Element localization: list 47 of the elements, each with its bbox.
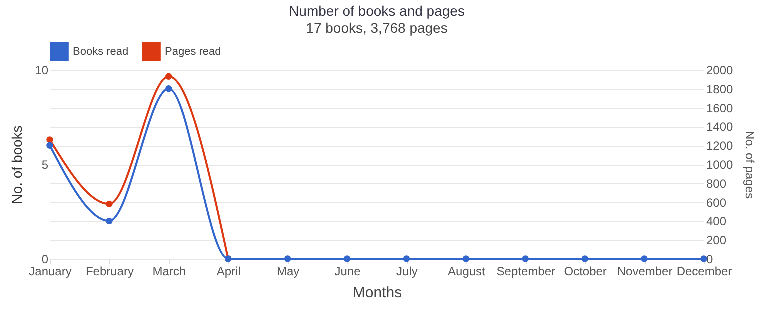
y-axis-title: No. of books (9, 126, 26, 204)
y-tick-label: 10 (35, 64, 49, 78)
x-tick-label: September (496, 264, 556, 278)
chart-title: Number of books and pages (289, 3, 465, 19)
point (46, 136, 54, 144)
x-tick-label: February (86, 264, 134, 278)
legend-label: Pages read (165, 46, 222, 58)
point (106, 200, 113, 208)
x-tick-label: April (216, 264, 241, 278)
y-tick-label: 5 (42, 158, 49, 172)
point (582, 256, 588, 262)
point (46, 142, 54, 149)
x-tick-label: November (617, 264, 673, 278)
x-tick-label: December (676, 264, 732, 278)
point (522, 256, 529, 262)
point (166, 86, 172, 92)
point (344, 256, 351, 262)
y2-tick-label: 800 (706, 176, 727, 191)
point (700, 256, 708, 262)
point (403, 256, 410, 262)
point (641, 256, 648, 262)
y2-axis-title: No. of pages (743, 130, 758, 200)
y2-tick-label: 1600 (706, 101, 734, 116)
y2-tick-label: 1400 (706, 120, 734, 134)
y2-tick-label: 400 (706, 214, 727, 229)
x-tick-label: January (29, 264, 72, 278)
x-tick-label: July (396, 264, 418, 278)
y2-tick-label: 200 (706, 234, 727, 248)
x-tick-label: June (334, 264, 362, 278)
y-tick-label: 0 (42, 252, 49, 266)
point (462, 256, 470, 262)
y2-tick-label: 2000 (706, 64, 734, 78)
chart-subtitle: 17 books, 3,768 pages (306, 20, 448, 36)
y2-tick-label: 1000 (706, 158, 734, 172)
x-tick-label: March (152, 264, 186, 278)
x-axis-title: Months (352, 284, 402, 302)
y2-tick-label: 1800 (706, 82, 734, 96)
y2-tick-label: 0 (706, 252, 714, 266)
x-tick-label: August (448, 264, 486, 278)
x-tick-label: May (276, 264, 300, 278)
point (166, 73, 172, 80)
x-tick-label: October (564, 264, 607, 278)
point (106, 218, 113, 225)
point (284, 256, 292, 262)
y2-tick-label: 600 (706, 196, 727, 210)
y2-tick-label: 1200 (706, 139, 734, 154)
legend-label: Books read (73, 46, 129, 58)
